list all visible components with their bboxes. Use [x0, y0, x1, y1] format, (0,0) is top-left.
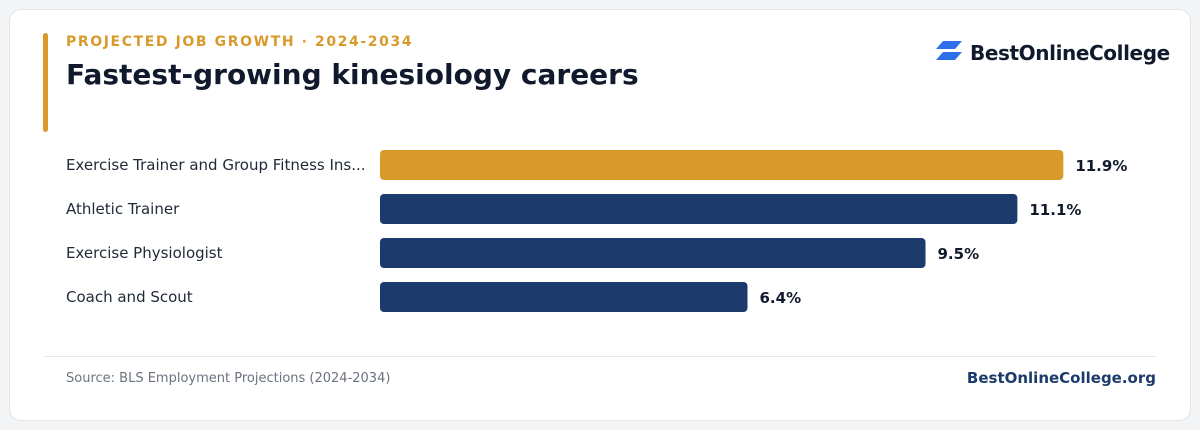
value-label: 11.9% [1075, 157, 1127, 175]
category-label: Exercise Trainer and Group Fitness Ins..… [66, 156, 366, 174]
category-label: Exercise Physiologist [66, 244, 223, 262]
value-label: 11.1% [1029, 201, 1081, 219]
category-label: Athletic Trainer [66, 200, 180, 218]
category-label: Coach and Scout [66, 288, 193, 306]
footer-site-link[interactable]: BestOnlineCollege.org [966, 369, 1156, 387]
brand-name: BestOnlineCollege [970, 41, 1170, 65]
value-label: 6.4% [760, 289, 802, 307]
brand-logo: BestOnlineCollege [936, 40, 1170, 66]
bar [380, 282, 748, 312]
bar [380, 238, 926, 268]
bar [380, 150, 1064, 180]
bestonlinecollege-logo-icon [936, 41, 962, 65]
title-accent-bar [43, 33, 48, 132]
source-note: Source: BLS Employment Projections (2024… [66, 371, 391, 386]
chart-eyebrow: PROJECTED JOB GROWTH · 2024-2034 [66, 34, 414, 50]
value-label: 9.5% [938, 245, 980, 263]
footer-divider [44, 356, 1156, 357]
chart-title: Fastest-growing kinesiology careers [66, 58, 639, 91]
bar [380, 194, 1018, 224]
